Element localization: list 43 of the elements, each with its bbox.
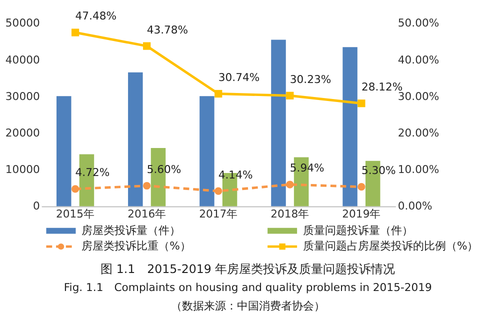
text: 图 1.1 2015-2019 年房屋类投诉及质量问题投诉情况 bbox=[100, 262, 396, 276]
legend-label: 质量问题占房屋类投诉的比例（%） bbox=[302, 240, 478, 253]
x-tick-label: 2018年 bbox=[270, 208, 310, 221]
point bbox=[358, 100, 366, 108]
point bbox=[286, 180, 294, 188]
bar bbox=[200, 96, 214, 206]
x-tick-label: 2016年 bbox=[128, 208, 166, 221]
data-label: 47.48% bbox=[75, 10, 117, 23]
point bbox=[214, 90, 222, 98]
text: Fig. 1.1 Complaints on housing and quality problems in 2015-2019 bbox=[64, 280, 432, 294]
legend-label: 房屋类投诉比重（%） bbox=[82, 240, 191, 253]
legend-label: 质量问题投诉量（件） bbox=[302, 224, 413, 237]
point bbox=[71, 28, 80, 36]
y2-tick-label: 0.00% bbox=[398, 200, 432, 213]
bar bbox=[56, 96, 72, 206]
point bbox=[71, 185, 80, 193]
y-tick-label: 50000 bbox=[5, 16, 40, 30]
legend-label: 房屋类投诉量（件） bbox=[82, 224, 181, 237]
point bbox=[214, 187, 222, 195]
point bbox=[143, 42, 151, 50]
data-label: 30.23% bbox=[290, 72, 332, 86]
x-tick-label: 2017年 bbox=[199, 208, 238, 221]
y-tick-label: 20000 bbox=[5, 126, 40, 140]
bar bbox=[271, 40, 286, 206]
y2-tick-label: 10.00% bbox=[398, 163, 440, 176]
y-tick-label: 30000 bbox=[5, 90, 40, 103]
x-tick-label: 2019年 bbox=[342, 208, 381, 221]
point bbox=[286, 92, 294, 100]
y-tick-label: 40000 bbox=[5, 53, 40, 66]
text: （数据来源：中国消费者协会） bbox=[170, 300, 325, 313]
y2-tick-label: 50.00% bbox=[398, 16, 440, 30]
data-label: 43.78% bbox=[146, 23, 188, 36]
y2-tick-label: 20.00% bbox=[398, 126, 440, 140]
x-tick-label: 2015年 bbox=[56, 208, 95, 221]
y2-tick-label: 30.00% bbox=[398, 90, 440, 103]
bar bbox=[128, 72, 143, 206]
y2-tick-label: 40.00% bbox=[398, 53, 440, 66]
point bbox=[143, 182, 151, 190]
data-label: 30.74% bbox=[218, 70, 260, 84]
y-tick-label: 0 bbox=[32, 200, 40, 213]
point bbox=[358, 183, 366, 191]
bar bbox=[342, 47, 358, 206]
y-tick-label: 10000 bbox=[5, 163, 40, 176]
